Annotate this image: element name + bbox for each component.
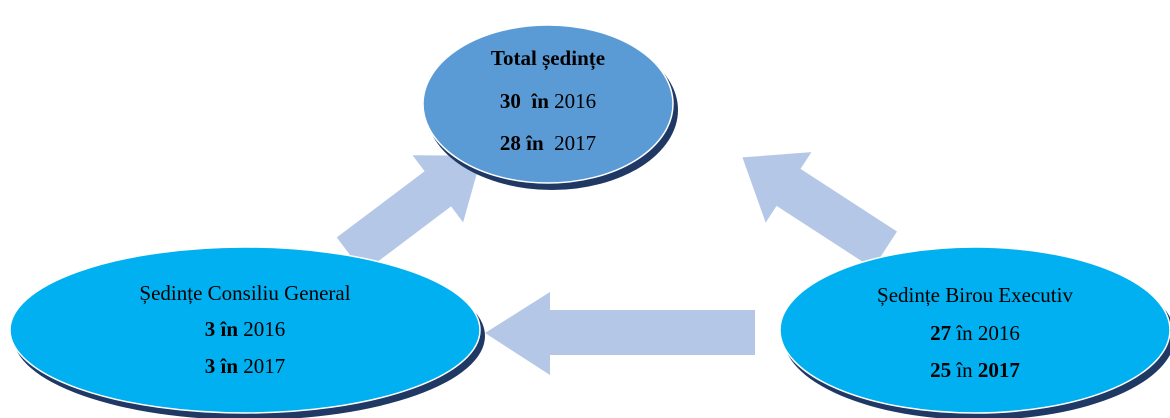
- node-line: 27 în 2016: [930, 321, 1020, 345]
- text-run: 3 în: [205, 354, 239, 378]
- arrow-up-left: [742, 152, 897, 269]
- node-line: Total ședințe: [491, 46, 605, 71]
- ellipses: [9, 24, 1170, 418]
- text-run: 25: [930, 358, 951, 382]
- node-left: [9, 246, 481, 414]
- arrow-up-right: [336, 155, 482, 273]
- node-line: Ședințe Birou Executiv: [877, 283, 1073, 307]
- node-right: [779, 246, 1170, 414]
- arrows: [336, 152, 897, 375]
- text-run: 30 în: [500, 89, 549, 113]
- text-run: Ședințe Consiliu General: [139, 281, 350, 305]
- text-run: 2016: [238, 317, 285, 341]
- text-run: 2017: [238, 354, 285, 378]
- text-run: în: [951, 358, 978, 382]
- text-run: în 2016: [951, 321, 1020, 345]
- text-run: 28 în: [500, 131, 544, 155]
- text-run: 2016: [549, 89, 596, 113]
- node-line: 28 în 2017: [500, 131, 596, 155]
- text-run: 2017: [544, 131, 597, 155]
- text-run: Total ședințe: [491, 46, 605, 71]
- text-run: 2017: [978, 358, 1020, 382]
- text-run: 27: [930, 321, 951, 345]
- text-run: 3 în: [205, 317, 239, 341]
- node-line: 25 în 2017: [930, 358, 1020, 382]
- node-line: 3 în 2016: [205, 317, 286, 341]
- text-run: Ședințe Birou Executiv: [877, 283, 1073, 307]
- node-line: Ședințe Consiliu General: [139, 281, 350, 305]
- node-line: 30 în 2016: [500, 89, 596, 113]
- node-top: [422, 24, 674, 184]
- node-line: 3 în 2017: [205, 354, 286, 378]
- arrow-left: [485, 292, 755, 375]
